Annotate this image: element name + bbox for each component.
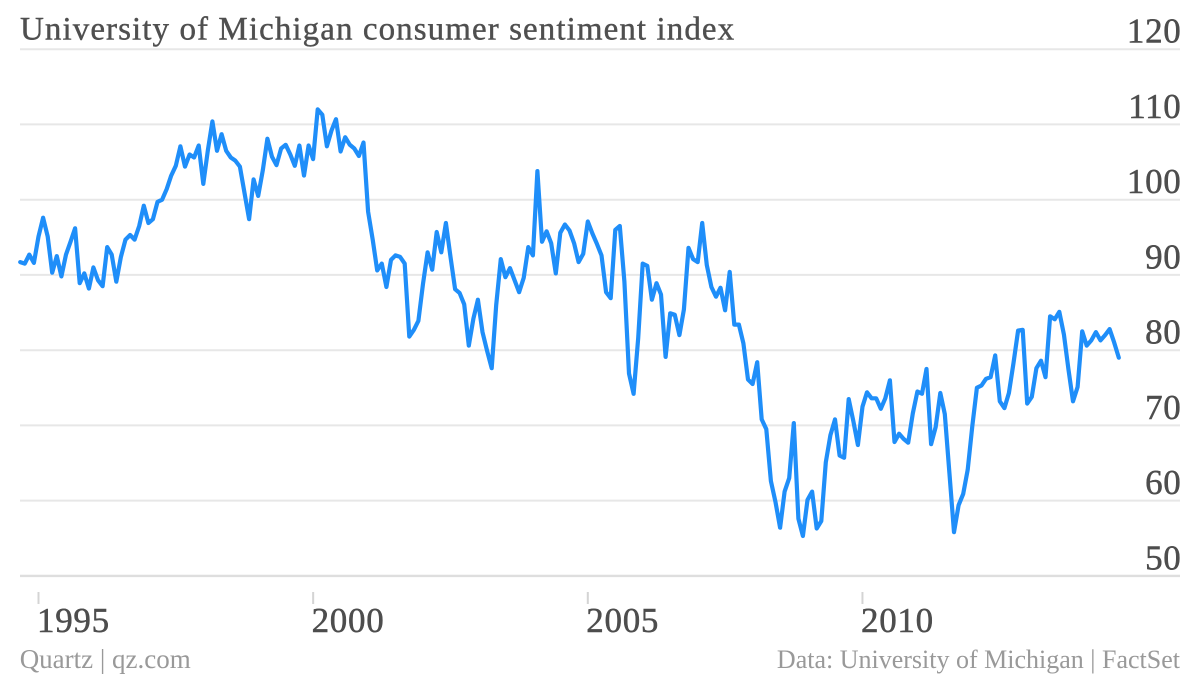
svg-text:Quartz | qz.com: Quartz | qz.com [20,644,191,674]
svg-text:Data: University of Michigan |: Data: University of Michigan | FactSet [777,645,1181,674]
svg-text:110: 110 [1128,87,1181,126]
svg-text:2010: 2010 [861,601,934,640]
svg-text:2005: 2005 [586,601,659,640]
svg-text:1995: 1995 [37,601,110,640]
svg-text:University of Michigan consume: University of Michigan consumer sentimen… [20,12,735,48]
svg-text:120: 120 [1127,12,1182,51]
svg-text:2000: 2000 [312,601,385,640]
svg-text:70: 70 [1145,388,1181,427]
svg-text:90: 90 [1145,237,1181,276]
svg-text:100: 100 [1127,162,1182,201]
svg-text:80: 80 [1145,313,1181,352]
svg-text:60: 60 [1145,463,1181,502]
svg-text:50: 50 [1145,538,1181,577]
